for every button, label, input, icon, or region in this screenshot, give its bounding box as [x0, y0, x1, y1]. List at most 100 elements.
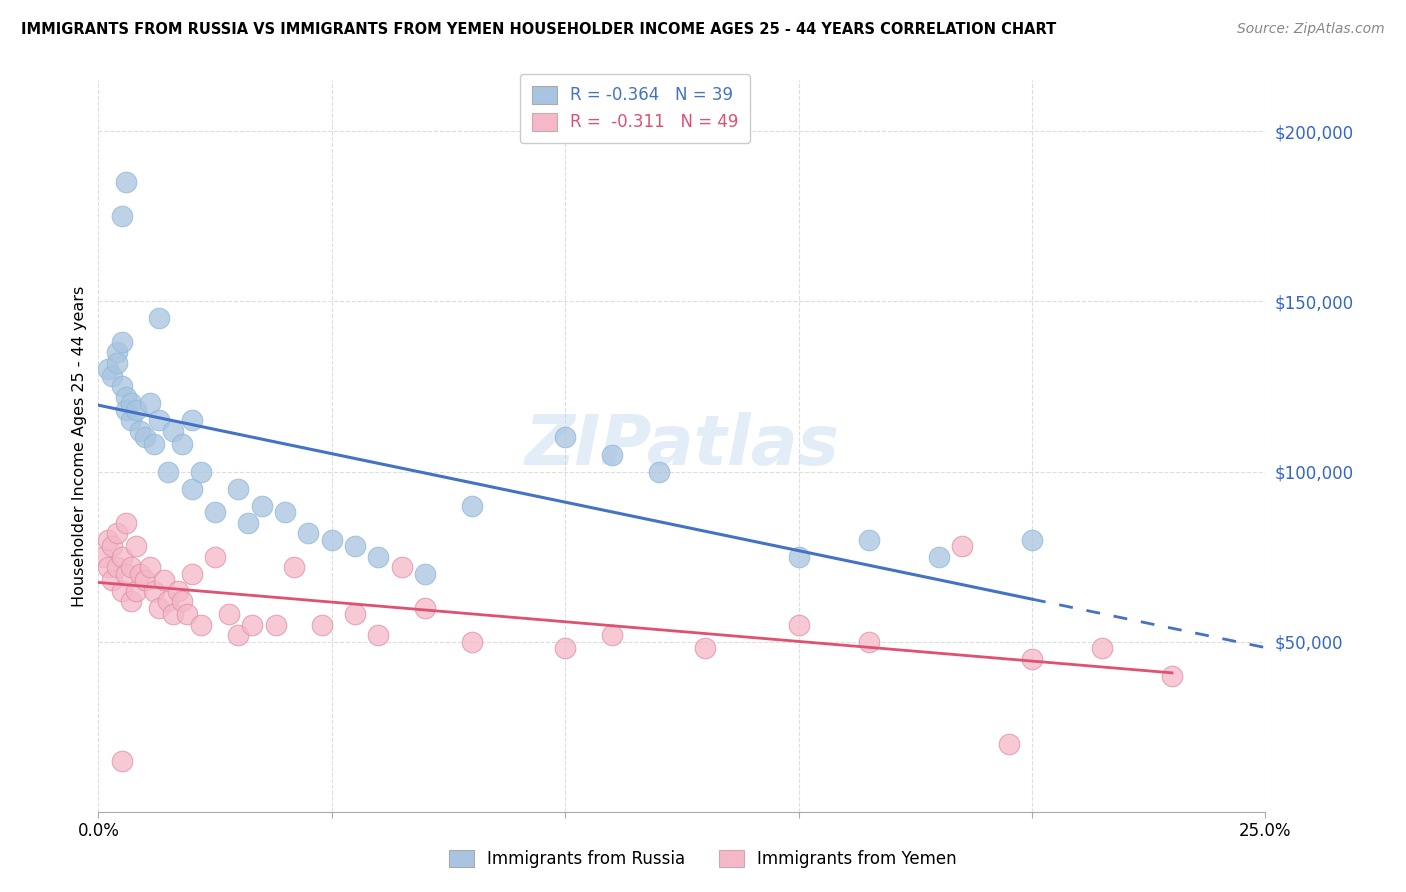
- Point: [101, 369, 124, 384]
- Point: [166, 583, 188, 598]
- Point: [461, 499, 484, 513]
- Point: [344, 607, 367, 622]
- Point: [105, 345, 128, 359]
- Point: [1021, 651, 1043, 665]
- Point: [105, 559, 128, 574]
- Point: [115, 566, 138, 581]
- Point: [111, 583, 134, 598]
- Point: [115, 390, 138, 404]
- Point: [190, 465, 212, 479]
- Point: [105, 525, 128, 540]
- Text: Source: ZipAtlas.com: Source: ZipAtlas.com: [1237, 22, 1385, 37]
- Point: [928, 549, 950, 564]
- Point: [120, 413, 142, 427]
- Point: [1021, 533, 1043, 547]
- Point: [647, 465, 669, 479]
- Point: [391, 559, 413, 574]
- Point: [125, 540, 148, 554]
- Point: [554, 641, 576, 656]
- Point: [242, 617, 264, 632]
- Point: [787, 617, 810, 632]
- Point: [139, 396, 162, 410]
- Point: [228, 482, 250, 496]
- Point: [858, 634, 880, 648]
- Point: [148, 311, 170, 326]
- Point: [250, 499, 273, 513]
- Point: [600, 628, 623, 642]
- Point: [97, 362, 120, 376]
- Point: [180, 566, 202, 581]
- Point: [228, 628, 250, 642]
- Point: [101, 540, 124, 554]
- Point: [190, 617, 212, 632]
- Point: [461, 634, 484, 648]
- Point: [264, 617, 287, 632]
- Point: [120, 396, 142, 410]
- Point: [204, 505, 226, 519]
- Point: [1091, 641, 1114, 656]
- Point: [111, 210, 134, 224]
- Point: [139, 559, 162, 574]
- Point: [91, 549, 114, 564]
- Point: [950, 540, 973, 554]
- Legend: Immigrants from Russia, Immigrants from Yemen: Immigrants from Russia, Immigrants from …: [443, 843, 963, 875]
- Point: [157, 465, 180, 479]
- Point: [180, 482, 202, 496]
- Point: [367, 549, 389, 564]
- Point: [204, 549, 226, 564]
- Point: [297, 525, 319, 540]
- Point: [111, 379, 134, 393]
- Point: [120, 559, 142, 574]
- Point: [413, 600, 436, 615]
- Point: [148, 600, 170, 615]
- Point: [129, 424, 152, 438]
- Point: [115, 175, 138, 189]
- Point: [125, 583, 148, 598]
- Point: [1161, 668, 1184, 682]
- Point: [111, 754, 134, 768]
- Point: [157, 594, 180, 608]
- Point: [125, 403, 148, 417]
- Y-axis label: Householder Income Ages 25 - 44 years: Householder Income Ages 25 - 44 years: [72, 285, 87, 607]
- Point: [111, 549, 134, 564]
- Legend: R = -0.364   N = 39, R =  -0.311   N = 49: R = -0.364 N = 39, R = -0.311 N = 49: [520, 74, 751, 143]
- Point: [367, 628, 389, 642]
- Text: ZIPatlas: ZIPatlas: [524, 412, 839, 480]
- Point: [105, 356, 128, 370]
- Point: [274, 505, 297, 519]
- Point: [134, 430, 156, 444]
- Point: [311, 617, 333, 632]
- Point: [143, 437, 166, 451]
- Point: [695, 641, 717, 656]
- Point: [172, 594, 194, 608]
- Point: [236, 516, 259, 530]
- Point: [283, 559, 305, 574]
- Point: [101, 574, 124, 588]
- Text: IMMIGRANTS FROM RUSSIA VS IMMIGRANTS FROM YEMEN HOUSEHOLDER INCOME AGES 25 - 44 : IMMIGRANTS FROM RUSSIA VS IMMIGRANTS FRO…: [21, 22, 1056, 37]
- Point: [115, 403, 138, 417]
- Point: [97, 533, 120, 547]
- Point: [321, 533, 343, 547]
- Point: [413, 566, 436, 581]
- Point: [148, 413, 170, 427]
- Point: [162, 607, 184, 622]
- Point: [172, 437, 194, 451]
- Point: [115, 516, 138, 530]
- Point: [162, 424, 184, 438]
- Point: [600, 448, 623, 462]
- Point: [120, 594, 142, 608]
- Point: [344, 540, 367, 554]
- Point: [129, 566, 152, 581]
- Point: [134, 574, 156, 588]
- Point: [111, 335, 134, 350]
- Point: [152, 574, 174, 588]
- Point: [176, 607, 198, 622]
- Point: [180, 413, 202, 427]
- Point: [97, 559, 120, 574]
- Point: [143, 583, 166, 598]
- Point: [997, 737, 1019, 751]
- Point: [554, 430, 576, 444]
- Point: [787, 549, 810, 564]
- Point: [218, 607, 240, 622]
- Point: [858, 533, 880, 547]
